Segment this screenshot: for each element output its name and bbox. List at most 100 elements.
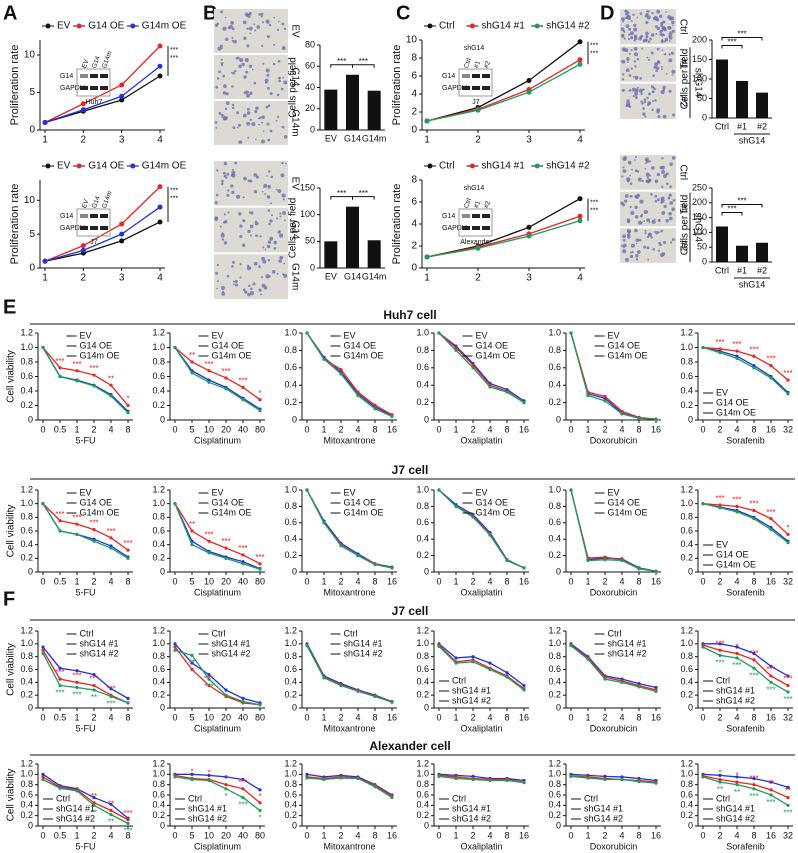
x-tick-label: 2: [475, 273, 481, 284]
x-tick-label: 2: [91, 576, 96, 586]
y-axis-label: Cells per field: [288, 57, 299, 118]
significance-label: ***: [55, 668, 64, 677]
blot-band: [472, 86, 480, 90]
cell-stain: [634, 96, 638, 99]
image-label: Ctrl: [677, 165, 688, 181]
data-point: [526, 89, 532, 95]
cell-stain: [660, 39, 664, 43]
legend-label: EV: [608, 330, 620, 340]
cell-stain: [639, 12, 643, 15]
x-tick-label: EV: [325, 271, 337, 281]
cell-stain: [629, 31, 634, 36]
y-tick-label: 1.0: [416, 638, 429, 648]
x-tick-label: 80: [255, 576, 265, 586]
legend-marker: [427, 163, 433, 169]
x-tick-label: 0: [436, 830, 441, 840]
data-point: [190, 653, 194, 657]
legend-label: EV: [716, 539, 728, 549]
cell-stain: [221, 238, 225, 241]
inset-lane: G14: [91, 55, 102, 69]
data-point: [786, 541, 790, 545]
cell-stain: [622, 30, 625, 32]
y-tick-label: 0: [688, 566, 693, 576]
x-tick-label: 8: [636, 712, 641, 722]
data-point: [157, 184, 163, 190]
cell-stain: [652, 100, 655, 103]
micrograph: [214, 9, 288, 53]
bracket: [721, 37, 763, 41]
cell-stain: [621, 175, 624, 178]
data-point: [75, 369, 79, 373]
x-tick-label: 0: [304, 830, 309, 840]
legend-label: G14 OE: [476, 340, 509, 350]
cell-stain: [629, 182, 633, 185]
x-tick-label: 5: [189, 712, 194, 722]
cell-stain: [234, 69, 237, 73]
cell-stain: [220, 233, 225, 238]
x-tick-label: 2: [717, 576, 722, 586]
cell-stain: [622, 20, 625, 23]
data-point: [258, 398, 262, 402]
cell-stain: [657, 115, 661, 119]
cell-stain: [634, 215, 639, 219]
series-line: [306, 645, 393, 703]
cell-stain: [264, 78, 269, 83]
cell-stain: [249, 118, 252, 121]
y-tick-label: 0.2: [416, 810, 429, 820]
x-tick-label: 4: [577, 135, 583, 146]
significance-label: ***: [55, 510, 64, 519]
inset-row: G14: [442, 73, 455, 80]
series-line: [174, 776, 261, 812]
cell-stain: [237, 123, 242, 127]
y-tick-label: 60: [305, 61, 315, 71]
panel-letter: B: [203, 2, 217, 24]
inset-row: GAPDH: [60, 225, 85, 232]
y-tick-label: 1.0: [152, 498, 165, 508]
cell-stain: [281, 125, 284, 128]
significance-label: ***: [359, 189, 368, 198]
y-tick-label: 0.8: [20, 356, 33, 366]
series-line: [570, 773, 657, 782]
x-tick-label: 0.5: [54, 830, 67, 840]
cell-stain: [651, 90, 655, 94]
data-point: [437, 644, 441, 649]
image-label: #2: [677, 240, 688, 252]
series-line: [42, 503, 129, 559]
significance-label: ***: [170, 196, 178, 203]
inset-lane: Ctrl: [463, 57, 473, 69]
data-point: [424, 118, 430, 124]
significance-label: ***: [715, 494, 724, 503]
cell-stain: [642, 88, 645, 91]
cell-stain: [642, 112, 646, 116]
cell-stain: [662, 85, 666, 90]
y-tick-label: 0.4: [20, 385, 33, 395]
series-line: [42, 773, 129, 819]
significance-label: **: [189, 659, 195, 668]
y-tick-label: 0.4: [152, 539, 165, 549]
data-point: [390, 414, 394, 419]
data-point: [58, 374, 62, 379]
cell-stain: [634, 91, 639, 96]
cell-stain: [242, 20, 247, 25]
cell-stain: [662, 174, 667, 179]
significance-label: *: [224, 774, 227, 783]
cell-stain: [657, 218, 661, 223]
x-tick-label: Ctrl: [715, 121, 729, 131]
inset-row: G14: [442, 213, 455, 220]
cell-stain: [239, 224, 243, 228]
blot-band: [90, 214, 98, 218]
cell-stain: [265, 105, 269, 109]
x-tick-label: 8: [125, 576, 130, 586]
x-tick-label: 8: [504, 712, 509, 722]
cell-stain: [657, 249, 661, 252]
data-point: [603, 677, 607, 681]
group-label: shG14: [739, 279, 766, 289]
data-point: [339, 372, 343, 376]
cell-stain: [624, 13, 628, 16]
y-axis-label: Cell viability: [6, 769, 17, 822]
data-point: [718, 642, 722, 646]
x-tick-label: 4: [619, 830, 624, 840]
cell-stain: [645, 12, 649, 16]
x-tick-label: 2: [602, 424, 607, 434]
